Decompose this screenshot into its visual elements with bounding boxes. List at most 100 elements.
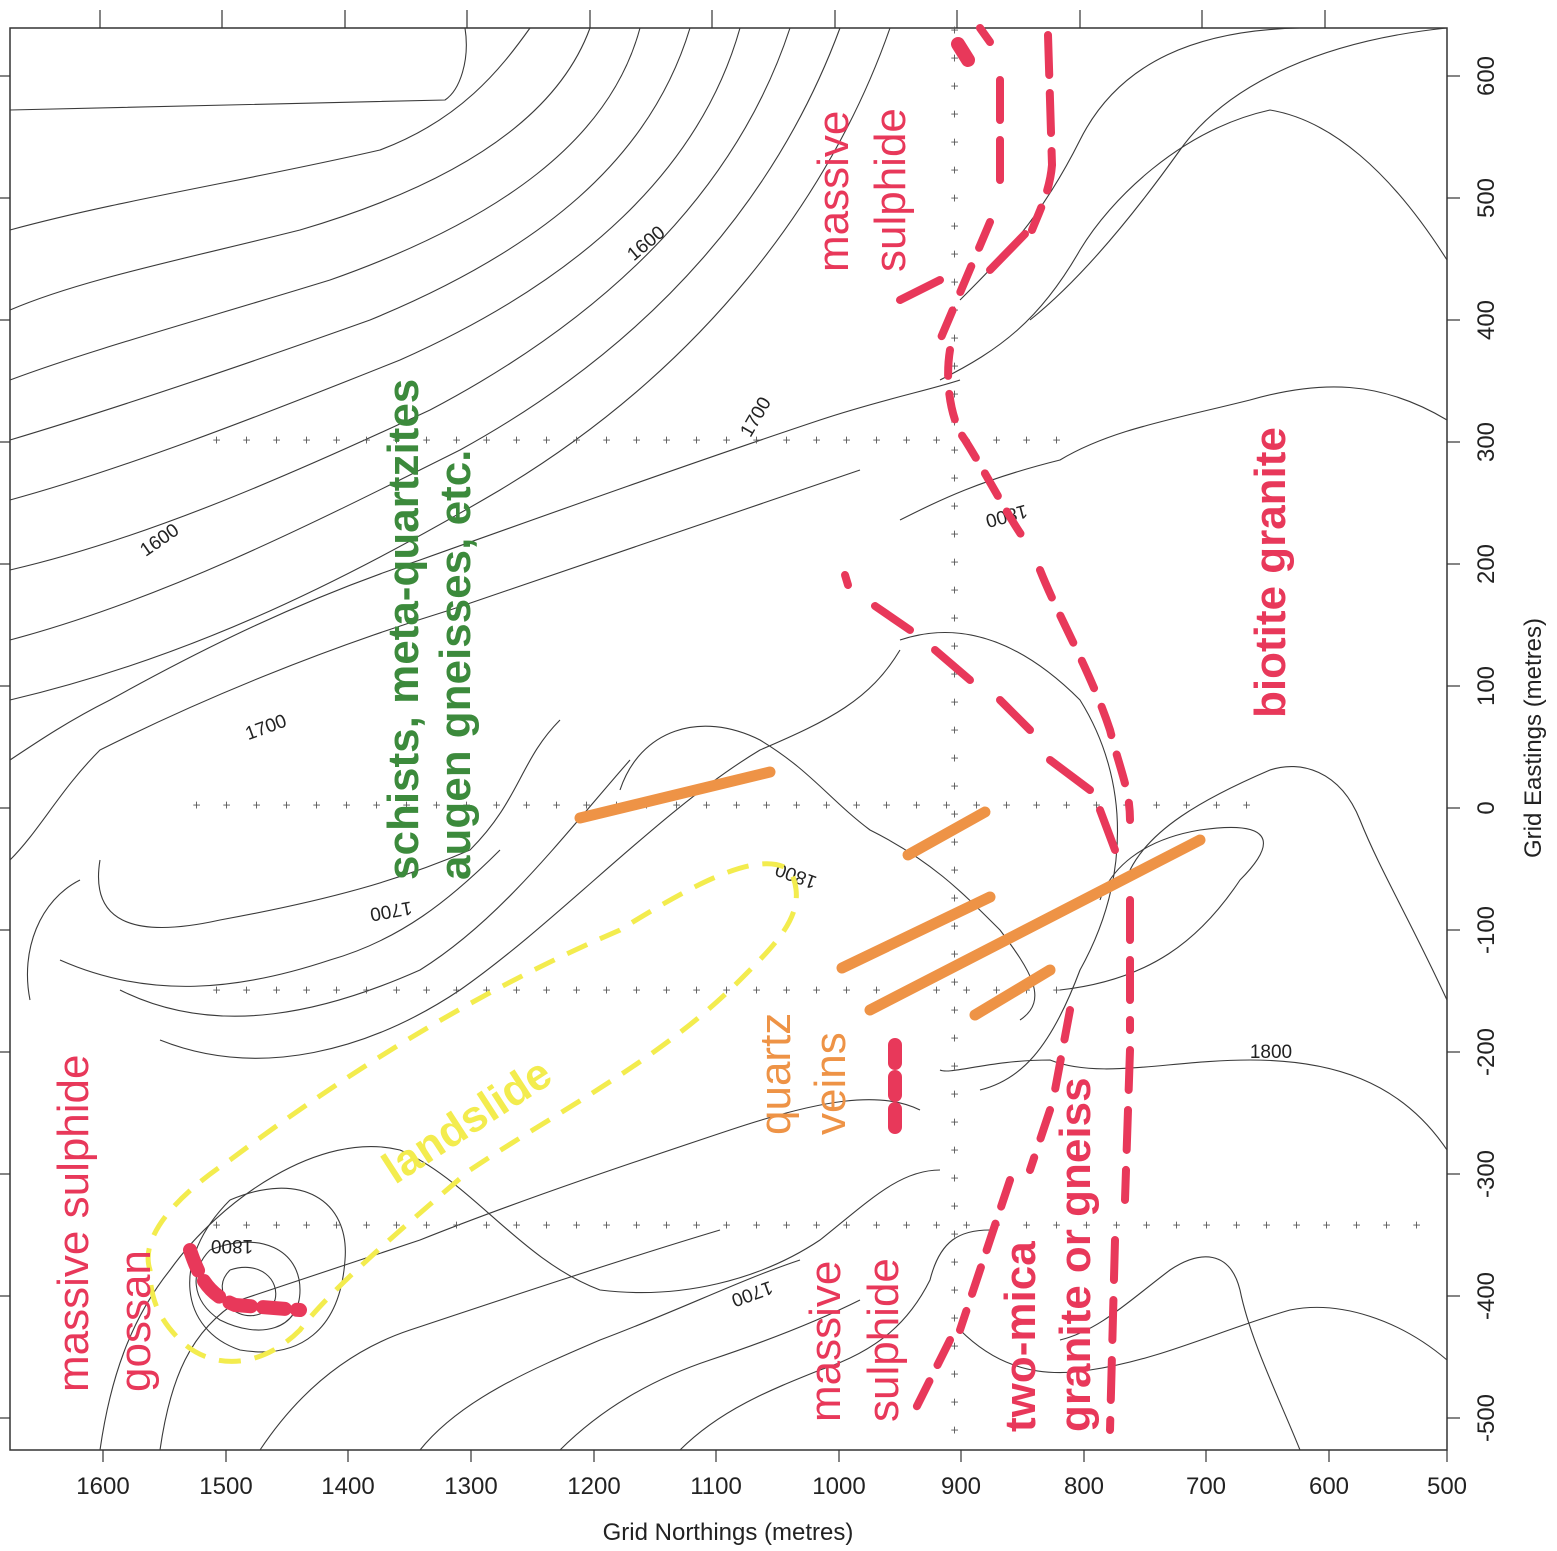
survey-station-marker: + <box>240 985 253 994</box>
x-axis-title: Grid Northings (metres) <box>603 1519 854 1546</box>
survey-station-marker: + <box>948 753 961 762</box>
survey-station-marker: + <box>948 1257 961 1266</box>
survey-station-marker: + <box>220 800 233 809</box>
survey-station-marker: + <box>510 985 523 994</box>
contour-label: 1800 <box>211 1235 253 1256</box>
contour-label: 1700 <box>728 1276 775 1310</box>
survey-station-marker: + <box>948 1229 961 1238</box>
survey-station-marker: + <box>420 435 433 444</box>
survey-station-marker: + <box>900 435 913 444</box>
label-sulphide-bottom: sulphide <box>859 1258 908 1422</box>
survey-station-marker: + <box>948 1005 961 1014</box>
survey-station-marker: + <box>210 1220 223 1229</box>
survey-station-marker: + <box>660 985 673 994</box>
survey-station-marker: + <box>630 985 643 994</box>
survey-station-marker: + <box>880 800 893 809</box>
survey-station-marker: + <box>948 81 961 90</box>
survey-station-marker: + <box>948 669 961 678</box>
label-massive-top: massive <box>809 111 858 272</box>
survey-station-marker: + <box>300 435 313 444</box>
label-two-mica: two-mica <box>996 1241 1045 1432</box>
survey-station-marker: + <box>450 435 463 444</box>
survey-station-marker: + <box>360 435 373 444</box>
survey-station-marker: + <box>960 1220 973 1229</box>
survey-station-marker: + <box>948 921 961 930</box>
survey-station-marker: + <box>870 435 883 444</box>
survey-station-marker: + <box>270 435 283 444</box>
survey-station-marker: + <box>1260 1220 1273 1229</box>
survey-station-marker: + <box>580 800 593 809</box>
survey-station-marker: + <box>948 473 961 482</box>
survey-station-marker: + <box>810 985 823 994</box>
survey-station-marker: + <box>948 221 961 230</box>
survey-station-marker: + <box>948 389 961 398</box>
survey-station-marker: + <box>1350 1220 1363 1229</box>
survey-station-marker: + <box>1000 800 1013 809</box>
survey-station-marker: + <box>948 893 961 902</box>
survey-station-marker: + <box>948 445 961 454</box>
x-tick-label: 800 <box>1064 1473 1104 1500</box>
survey-station-marker: + <box>1200 1220 1213 1229</box>
survey-station-marker: + <box>520 800 533 809</box>
survey-station-marker: + <box>1060 800 1073 809</box>
x-tick-label: 1500 <box>199 1473 252 1500</box>
survey-station-marker: + <box>970 800 983 809</box>
top-tick-marks <box>99 10 1326 28</box>
label-schists: schists, meta-quartzites <box>379 379 428 880</box>
label-granite-or-gneiss: granite or gneiss <box>1051 1077 1100 1432</box>
survey-station-marker: + <box>1180 800 1193 809</box>
survey-station-marker: + <box>1150 800 1163 809</box>
x-tick-label: 600 <box>1309 1473 1349 1500</box>
survey-station-marker: + <box>330 985 343 994</box>
survey-station-marker: + <box>420 985 433 994</box>
survey-station-marker: + <box>1050 1220 1063 1229</box>
survey-station-marker: + <box>948 1033 961 1042</box>
survey-station-marker: + <box>600 1220 613 1229</box>
survey-station-marker: + <box>780 1220 793 1229</box>
x-tick-label: 900 <box>941 1473 981 1500</box>
y-tick-label: 600 <box>1473 56 1500 96</box>
survey-station-marker: + <box>630 435 643 444</box>
y-tick-label: -200 <box>1473 1028 1500 1076</box>
survey-station-marker: + <box>510 435 523 444</box>
geology-labels: schists, meta-quartzites augen gneisses,… <box>49 108 1295 1432</box>
survey-station-marker: + <box>270 1220 283 1229</box>
x-tick-label: 500 <box>1427 1473 1467 1500</box>
survey-station-marker: + <box>948 1145 961 1154</box>
survey-station-marker: + <box>1020 435 1033 444</box>
survey-station-marker: + <box>870 985 883 994</box>
y-axis-title: Grid Eastings (metres) <box>1520 618 1547 858</box>
survey-station-marker: + <box>960 985 973 994</box>
survey-station-marker: + <box>480 435 493 444</box>
survey-station-marker: + <box>948 137 961 146</box>
survey-station-marker: + <box>420 1220 433 1229</box>
survey-station-marker: + <box>840 435 853 444</box>
survey-station-marker: + <box>948 697 961 706</box>
survey-station-marker: + <box>660 1220 673 1229</box>
x-tick-label: 1000 <box>812 1473 865 1500</box>
contour-label: 1600 <box>624 222 670 265</box>
survey-station-marker: + <box>810 435 823 444</box>
survey-station-marker: + <box>490 800 503 809</box>
survey-station-marker: + <box>360 985 373 994</box>
survey-station-marker: + <box>948 249 961 258</box>
survey-station-marker: + <box>340 800 353 809</box>
survey-station-marker: + <box>948 1285 961 1294</box>
survey-station-marker: + <box>510 1220 523 1229</box>
survey-station-marker: + <box>480 1220 493 1229</box>
survey-station-marker: + <box>850 800 863 809</box>
survey-station-marker: + <box>948 1117 961 1126</box>
survey-station-marker: + <box>450 985 463 994</box>
survey-station-marker: + <box>570 1220 583 1229</box>
x-tick-label: 1100 <box>690 1473 742 1500</box>
survey-station-marker: + <box>540 435 553 444</box>
survey-station-marker: + <box>270 985 283 994</box>
survey-station-marker: + <box>460 800 473 809</box>
survey-station-marker: + <box>700 800 713 809</box>
survey-station-marker: + <box>330 1220 343 1229</box>
survey-station-marker: + <box>690 985 703 994</box>
y-tick-labels: 600 500 400 300 200 100 0 -100 -200 -300… <box>1473 56 1500 1442</box>
survey-station-marker: + <box>1380 1220 1393 1229</box>
label-massive-bottom: massive <box>801 1261 850 1422</box>
survey-station-marker: + <box>948 809 961 818</box>
